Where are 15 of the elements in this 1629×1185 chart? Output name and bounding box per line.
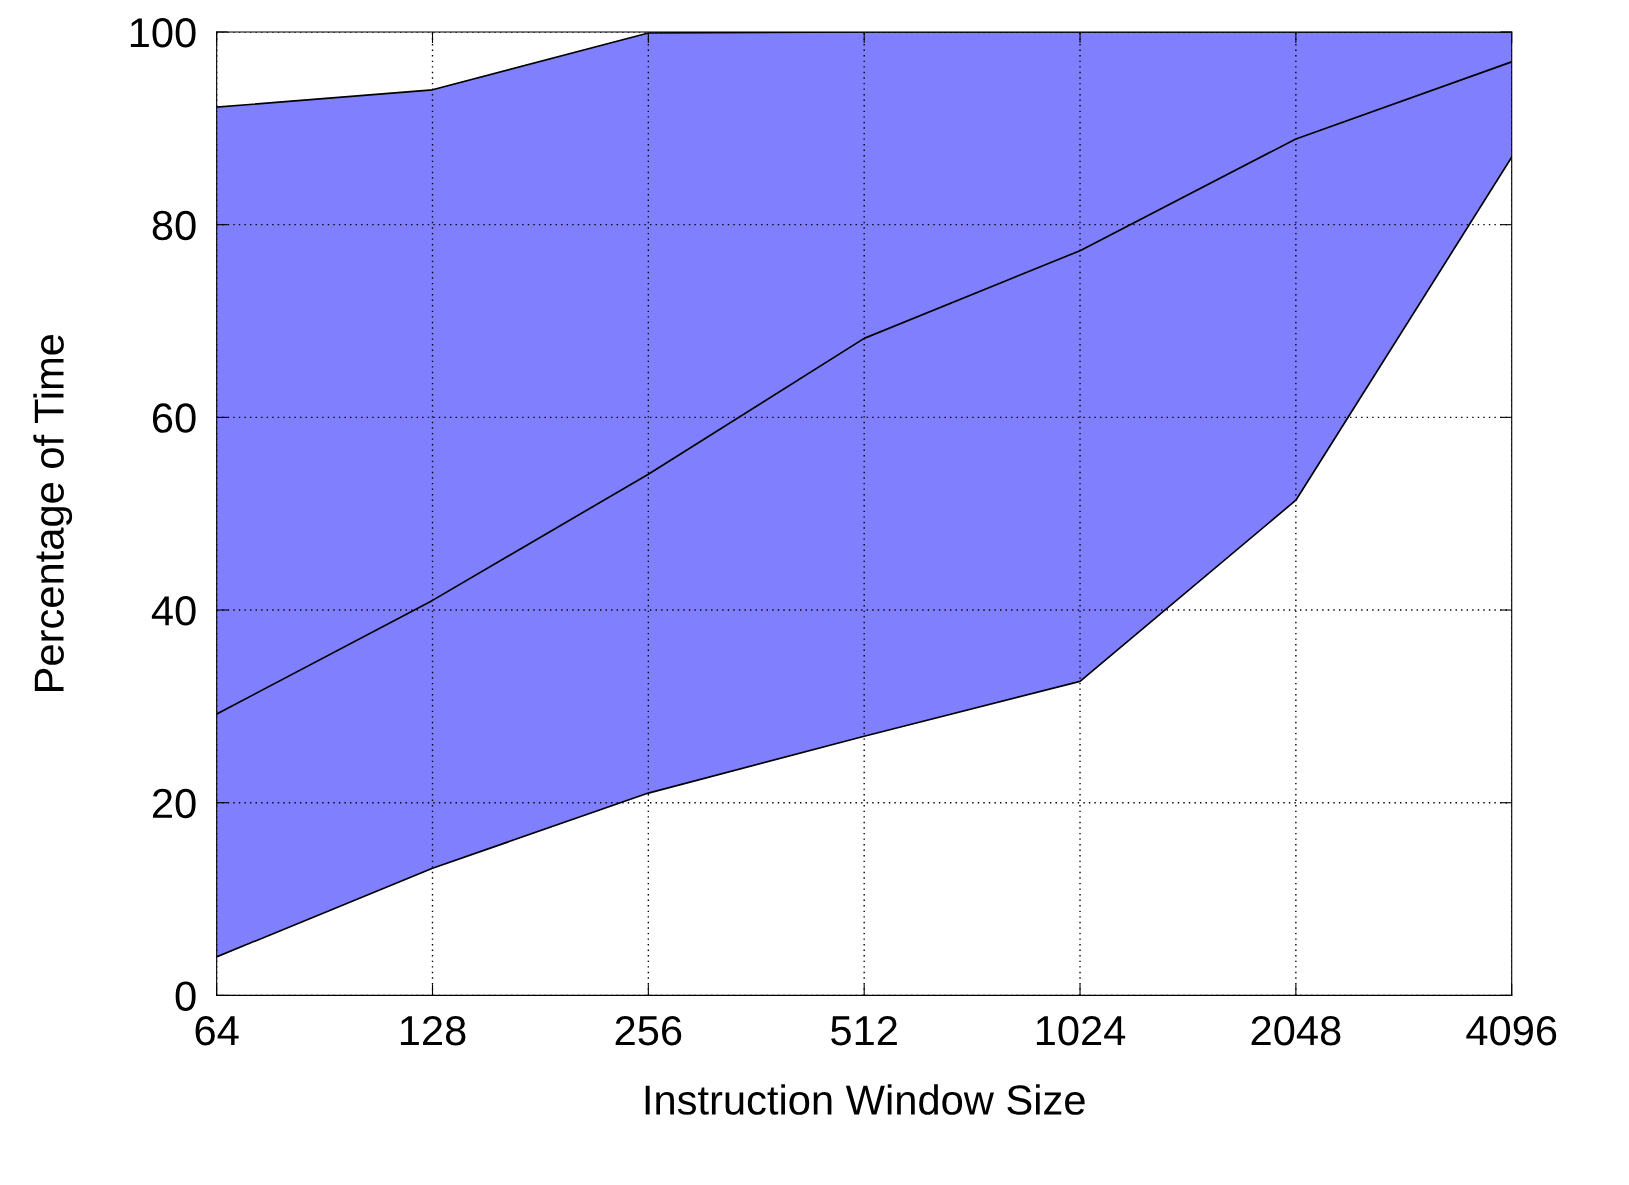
y-tick-label: 0 — [175, 981, 196, 1011]
y-tick-label: 40 — [151, 596, 196, 626]
x-tick-label: 2048 — [1251, 1015, 1341, 1046]
x-tick-label: 128 — [400, 1015, 466, 1046]
y-tick-label: 100 — [130, 18, 196, 48]
x-tick-label: 1024 — [1036, 1015, 1126, 1046]
y-tick-label: 80 — [152, 210, 196, 241]
y-tick-label: 60 — [152, 403, 196, 433]
x-tick-label: 4096 — [1466, 1015, 1557, 1046]
y-tick-label: 20 — [152, 788, 196, 819]
x-tick-label: 64 — [195, 1015, 239, 1046]
x-tick-label: 256 — [615, 1015, 682, 1046]
y-axis-title: Percentage of Time — [33, 334, 73, 691]
x-tick-label: 512 — [831, 1015, 897, 1046]
x-axis-title: Instruction Window Size — [645, 1084, 1085, 1115]
